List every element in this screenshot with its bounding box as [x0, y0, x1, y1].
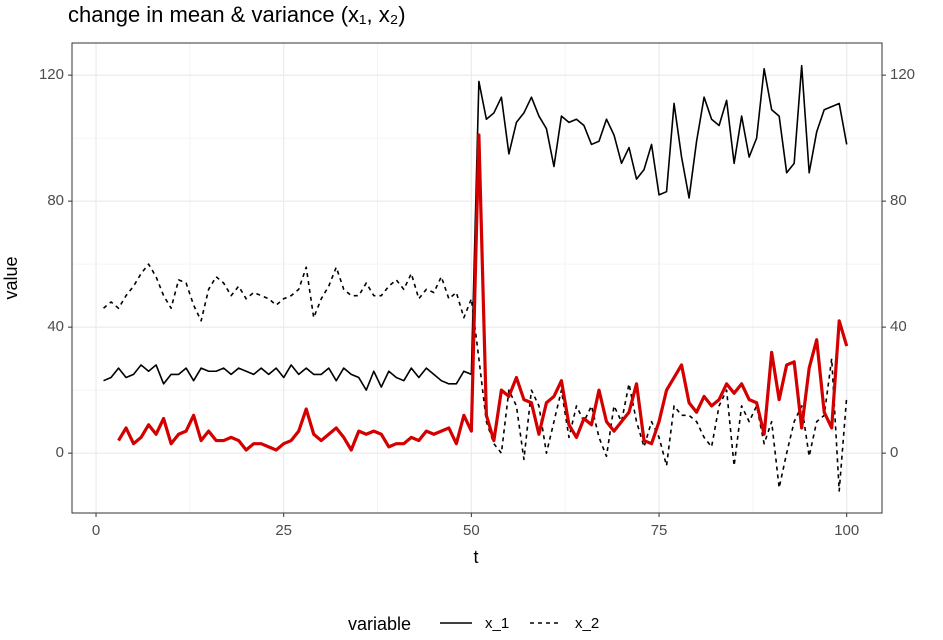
plot: [72, 43, 882, 513]
x-tick-label: 50: [463, 522, 480, 539]
y-tick-label: 0: [56, 444, 64, 461]
legend-title: variable: [348, 614, 411, 634]
x-tick-label: 0: [92, 522, 100, 539]
x-tick-label: 75: [651, 522, 668, 539]
x-tick-label: 100: [834, 522, 859, 539]
y-tick-label: 80: [47, 192, 64, 209]
y2-tick-label: 80: [890, 192, 907, 209]
y2-tick-label: 0: [890, 444, 898, 461]
y-tick-label: 40: [47, 318, 64, 335]
y2-tick-label: 40: [890, 318, 907, 335]
y2-tick-label: 120: [890, 66, 915, 83]
y-axis-title: value: [1, 256, 21, 299]
x-axis-title: t: [473, 547, 478, 567]
y-tick-label: 120: [39, 66, 64, 83]
legend-label: x_2: [575, 615, 599, 632]
x-tick-label: 25: [275, 522, 292, 539]
legend: x_1 x_2: [440, 615, 599, 632]
plot-border: [71, 42, 883, 514]
chart-title: change in mean & variance (x₁, x₂): [68, 2, 406, 27]
series-line: [117, 133, 849, 452]
legend-label: x_1: [485, 615, 509, 632]
